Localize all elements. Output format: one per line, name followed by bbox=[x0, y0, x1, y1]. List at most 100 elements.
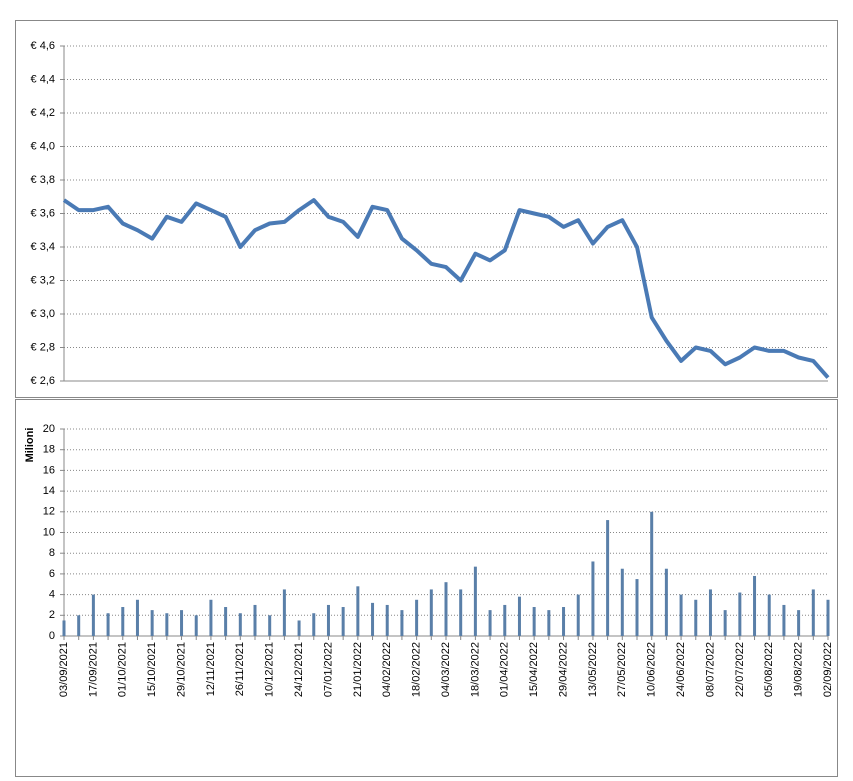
volume-bar bbox=[473, 566, 477, 636]
volume-bar bbox=[459, 589, 463, 636]
x-tick-label: 22/07/2022 bbox=[734, 642, 746, 697]
y-tick-label: € 4,6 bbox=[31, 40, 55, 52]
y-tick-label: 10 bbox=[43, 526, 55, 538]
volume-bar bbox=[738, 592, 742, 636]
volume-bar bbox=[547, 610, 551, 636]
x-tick-label: 08/07/2022 bbox=[704, 642, 716, 697]
volume-bar bbox=[385, 604, 389, 636]
volume-bar bbox=[356, 586, 360, 636]
volume-bar bbox=[797, 610, 801, 636]
y-tick-label: 6 bbox=[49, 568, 55, 580]
volume-bar bbox=[503, 604, 507, 636]
volume-bar bbox=[135, 599, 139, 636]
volume-bar bbox=[341, 607, 345, 636]
x-tick-label: 19/08/2022 bbox=[793, 642, 805, 697]
volume-bar bbox=[429, 589, 433, 636]
x-tick-label: 01/04/2022 bbox=[499, 642, 511, 697]
y-tick-label: € 2,8 bbox=[31, 341, 55, 353]
x-tick-label: 12/11/2021 bbox=[205, 642, 217, 696]
y-tick-label: € 3,0 bbox=[31, 308, 55, 320]
volume-bar bbox=[282, 589, 286, 636]
y-tick-label: 18 bbox=[43, 444, 55, 456]
volume-bar bbox=[576, 594, 580, 636]
x-tick-label: 24/06/2022 bbox=[675, 642, 687, 697]
volume-bar bbox=[297, 620, 301, 636]
y-tick-label: 14 bbox=[43, 485, 55, 497]
volume-bar bbox=[268, 615, 272, 636]
volume-bar bbox=[180, 610, 184, 636]
volume-bar bbox=[694, 599, 698, 636]
x-tick-label: 01/10/2021 bbox=[117, 642, 129, 697]
volume-bar bbox=[811, 589, 815, 636]
volume-bar bbox=[562, 607, 566, 636]
x-tick-label: 15/04/2022 bbox=[528, 642, 540, 697]
x-tick-label: 29/04/2022 bbox=[557, 642, 569, 697]
y-tick-label: € 4,0 bbox=[31, 140, 55, 152]
volume-bar bbox=[77, 615, 81, 636]
volume-bar bbox=[444, 582, 448, 636]
volume-bar bbox=[121, 607, 125, 636]
volume-bar bbox=[194, 615, 198, 636]
y-tick-label: € 4,2 bbox=[31, 107, 55, 119]
x-tick-label: 21/01/2022 bbox=[352, 642, 364, 697]
y-tick-label: € 3,2 bbox=[31, 274, 55, 286]
price-line bbox=[62, 198, 830, 379]
volume-bar bbox=[664, 568, 668, 636]
volume-bar bbox=[782, 604, 786, 636]
y-tick-label: € 3,4 bbox=[31, 241, 55, 253]
volume-bar bbox=[679, 594, 683, 636]
y-tick-label: € 3,6 bbox=[31, 207, 55, 219]
y-axis-label: Milioni bbox=[24, 428, 36, 463]
x-tick-label: 03/09/2021 bbox=[58, 642, 70, 697]
x-tick-label: 10/06/2022 bbox=[646, 642, 658, 697]
volume-bar bbox=[532, 607, 536, 636]
volume-bar bbox=[635, 579, 639, 636]
volume-bar bbox=[753, 575, 757, 636]
volume-bar bbox=[62, 620, 66, 636]
volume-bar bbox=[312, 613, 316, 636]
volume-bar bbox=[400, 610, 404, 636]
y-tick-label: 4 bbox=[49, 589, 55, 601]
x-tick-label: 18/03/2022 bbox=[469, 642, 481, 697]
volume-bar bbox=[708, 589, 712, 636]
volume-bar bbox=[620, 568, 624, 636]
volume-bar bbox=[165, 613, 169, 636]
y-tick-label: 20 bbox=[43, 423, 55, 435]
volume-bar bbox=[209, 599, 213, 636]
volume-bar bbox=[91, 594, 95, 636]
volume-bar bbox=[488, 610, 492, 636]
volume-bar bbox=[517, 596, 521, 636]
x-tick-label: 04/02/2022 bbox=[381, 642, 393, 697]
x-tick-label: 29/10/2021 bbox=[175, 642, 187, 697]
x-tick-label: 05/08/2022 bbox=[763, 642, 775, 697]
x-tick-label: 18/02/2022 bbox=[411, 642, 423, 697]
volume-bar bbox=[650, 511, 654, 636]
x-tick-label: 27/05/2022 bbox=[616, 642, 628, 697]
x-tick-label: 26/11/2021 bbox=[234, 642, 246, 696]
volume-bar bbox=[606, 520, 610, 636]
volume-bar bbox=[106, 613, 110, 636]
x-tick-label: 24/12/2021 bbox=[293, 642, 305, 697]
y-tick-label: 8 bbox=[49, 547, 55, 559]
volume-bar bbox=[591, 561, 595, 636]
volume-bar bbox=[253, 604, 257, 636]
y-tick-label: 16 bbox=[43, 464, 55, 476]
x-tick-label: 13/05/2022 bbox=[587, 642, 599, 697]
volume-bar bbox=[826, 599, 830, 636]
volume-bar bbox=[326, 604, 330, 636]
volume-bar bbox=[238, 613, 242, 636]
y-tick-label: 0 bbox=[49, 630, 55, 642]
volume-bar bbox=[415, 599, 419, 636]
volume-bar bbox=[371, 602, 375, 636]
x-tick-label: 04/03/2022 bbox=[440, 642, 452, 697]
y-tick-label: € 4,4 bbox=[31, 73, 55, 85]
x-tick-label: 07/01/2022 bbox=[322, 642, 334, 697]
volume-bar bbox=[224, 607, 228, 636]
y-tick-label: 2 bbox=[49, 609, 55, 621]
x-tick-label: 17/09/2021 bbox=[87, 642, 99, 697]
y-tick-label: 12 bbox=[43, 506, 55, 518]
volume-bar bbox=[150, 610, 154, 636]
volume-bar bbox=[723, 610, 727, 636]
top-panel bbox=[15, 20, 838, 398]
